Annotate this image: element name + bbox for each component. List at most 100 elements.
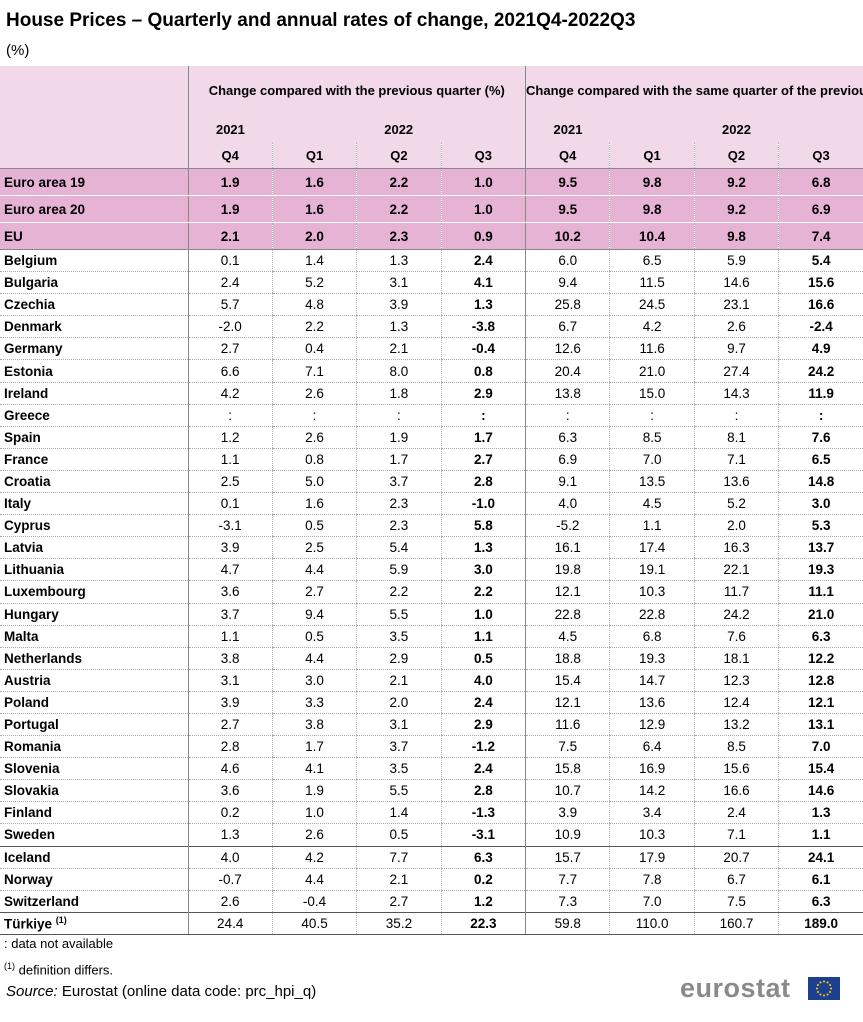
row-label-text: Türkiye: [4, 916, 53, 932]
table-cell: 19.8: [525, 558, 610, 582]
row-label: Netherlands: [0, 647, 188, 670]
row-label-text: Euro area 19: [4, 174, 86, 190]
table-cell: 8.0: [356, 359, 442, 383]
table-cell: 12.6: [525, 337, 610, 361]
table-cell: 12.8: [778, 669, 863, 692]
table-cell: 9.4: [525, 271, 610, 295]
table-cell: 0.4: [271, 337, 357, 361]
table-cell: 4.2: [271, 845, 357, 869]
table-cell: 0.5: [271, 625, 357, 648]
table-cell: 1.3: [356, 249, 442, 273]
table-cell: 12.9: [609, 713, 695, 737]
table-cell: 2.5: [271, 536, 357, 560]
table-row: Türkiye (1) 24.4 40.5 35.2 22.3 59.8 110.0 160.…: [0, 911, 863, 935]
table-cell: 3.3: [271, 691, 357, 714]
row-label-text: France: [4, 451, 49, 467]
table-cell: 10.3: [609, 823, 695, 847]
table-row: Hungary 3.7 9.4 5.5 1.0 22.8 22.8 24.2 21.0: [0, 603, 863, 626]
table-cell: 1.1: [778, 823, 863, 847]
row-label: Switzerland: [0, 890, 188, 913]
table-cell: 16.3: [693, 536, 779, 560]
table-cell: 6.0: [525, 249, 610, 273]
table-cell: 1.1: [187, 625, 273, 648]
footnote-text: definition differs.: [15, 962, 114, 978]
table-cell: 2.0: [693, 514, 779, 538]
row-label: Greece: [0, 404, 188, 427]
table-cell: 27.4: [693, 359, 779, 383]
table-cell: 11.5: [609, 271, 695, 295]
table-row: Lithuania 4.7 4.4 5.9 3.0 19.8 19.1 22.1 19.3: [0, 558, 863, 582]
table-row: France 1.1 0.8 1.7 2.7 6.9 7.0 7.1 6.5: [0, 448, 863, 471]
row-label-text: Euro area 20: [4, 201, 86, 217]
row-label: Romania: [0, 735, 188, 759]
table-cell: 1.0: [271, 801, 357, 825]
table-cell: 5.4: [356, 536, 442, 560]
table-cell: -3.8: [440, 315, 526, 339]
row-label-text: Finland: [4, 805, 52, 821]
row-label: Belgium: [0, 249, 188, 273]
header-quarter: Q4: [525, 142, 610, 169]
house-price-table: Change compared with the previous quarte…: [0, 66, 863, 935]
table-cell: 3.8: [187, 647, 273, 670]
table-cell: -1.3: [440, 801, 526, 825]
row-label-text: Lithuania: [4, 562, 64, 578]
row-label-text: Italy: [4, 496, 32, 512]
table-cell: 2.7: [356, 890, 442, 913]
table-cell: 22.8: [609, 603, 695, 626]
eu-flag-star: [816, 984, 819, 986]
table-cell: 15.6: [693, 757, 779, 781]
table-cell: 24.4: [187, 911, 273, 935]
note-not-available: : data not available: [4, 936, 114, 951]
table-cell: -1.2: [440, 735, 526, 759]
row-label: Slovakia: [0, 779, 188, 803]
table-cell: 1.7: [440, 426, 526, 449]
table-cell: -2.4: [778, 315, 863, 339]
row-label: Germany: [0, 337, 188, 361]
row-label-text: EU: [4, 228, 23, 244]
table-cell: 2.2: [356, 168, 442, 196]
table-cell: 8.5: [609, 426, 695, 449]
table-row: EU 2.1 2.0 2.3 0.9 10.2 10.4 9.8 7.4: [0, 222, 863, 250]
table-cell: 3.4: [609, 801, 695, 825]
eu-flag-star: [830, 987, 832, 990]
table-cell: 3.7: [356, 470, 442, 494]
row-label: Norway: [0, 868, 188, 891]
eu-flag-star: [826, 993, 829, 996]
header-group-quarterly: Change compared with the previous quarte…: [187, 66, 526, 116]
eu-flag-icon: [808, 977, 840, 1000]
table-row: Austria 3.1 3.0 2.1 4.0 15.4 14.7 12.3 12.8: [0, 669, 863, 692]
table-cell: 2.2: [271, 315, 357, 339]
row-label: Euro area 19: [0, 168, 188, 196]
table-cell: 0.9: [440, 222, 526, 250]
table-cell: 0.8: [271, 448, 357, 471]
table-cell: 0.5: [271, 514, 357, 538]
table-cell: 2.3: [356, 514, 442, 538]
table-row: Portugal 2.7 3.8 3.1 2.9 11.6 12.9 13.2 13.1: [0, 713, 863, 737]
table-row: Finland 0.2 1.0 1.4 -1.3 3.9 3.4 2.4 1.3: [0, 801, 863, 825]
table-cell: 2.9: [356, 647, 442, 670]
eurostat-logo: eurostat: [680, 973, 791, 1003]
table-cell: 10.4: [609, 222, 695, 250]
table-cell: 3.6: [187, 779, 273, 803]
table-cell: 16.9: [609, 757, 695, 781]
row-label-text: Greece: [4, 407, 50, 423]
table-cell: 4.2: [609, 315, 695, 339]
table-cell: 3.9: [356, 293, 442, 317]
table-cell: 12.1: [525, 580, 610, 604]
table-row: Slovakia 3.6 1.9 5.5 2.8 10.7 14.2 16.6 14.6: [0, 779, 863, 803]
table-row: Iceland 4.0 4.2 7.7 6.3 15.7 17.9 20.7 24.1: [0, 845, 863, 869]
table-cell: 11.6: [609, 337, 695, 361]
table-cell: 4.9: [778, 337, 863, 361]
table-cell: 9.4: [271, 603, 357, 626]
table-cell: 2.8: [187, 735, 273, 759]
table-cell: 2.4: [440, 691, 526, 714]
table-cell: :: [778, 404, 863, 427]
table-cell: 2.7: [187, 713, 273, 737]
row-label: Latvia: [0, 536, 188, 560]
row-label: Austria: [0, 669, 188, 692]
table-cell: 6.8: [778, 168, 863, 196]
table-cell: 2.6: [187, 890, 273, 913]
table-cell: 1.4: [356, 801, 442, 825]
table-cell: 16.6: [693, 779, 779, 803]
table-cell: 15.0: [609, 382, 695, 405]
